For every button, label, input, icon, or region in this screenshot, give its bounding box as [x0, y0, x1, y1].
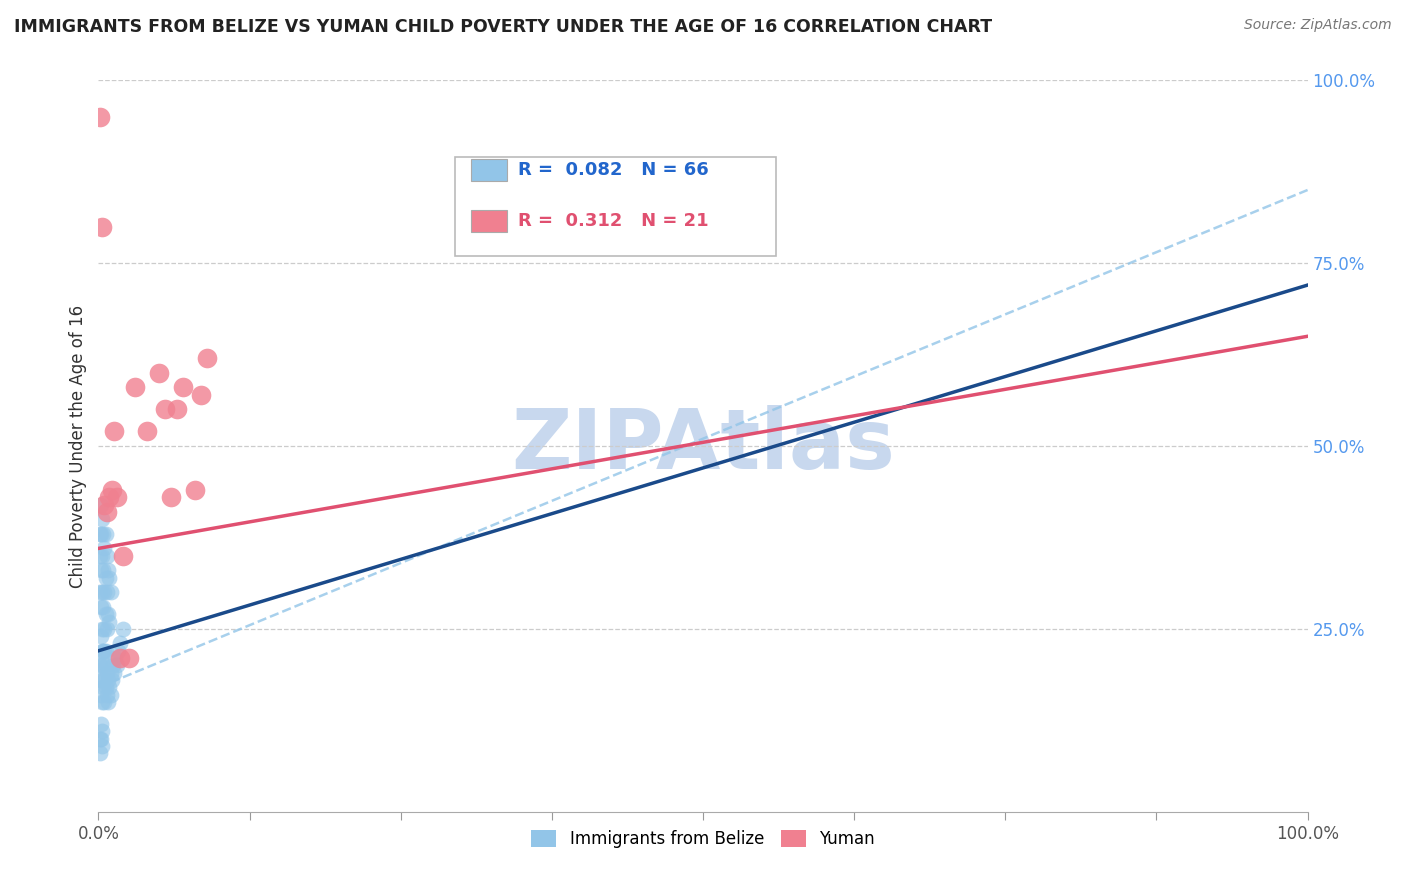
Point	[111, 549, 134, 563]
Point	[100, 673, 122, 687]
FancyBboxPatch shape	[456, 157, 776, 256]
Point	[89, 673, 111, 687]
Point	[91, 219, 114, 234]
Point	[96, 549, 118, 563]
Point	[96, 665, 118, 680]
Point	[96, 688, 118, 702]
Point	[94, 658, 117, 673]
Point	[97, 695, 120, 709]
Point	[89, 526, 111, 541]
Point	[91, 644, 114, 658]
Point	[91, 644, 114, 658]
Point	[108, 651, 131, 665]
Point	[98, 681, 121, 695]
Point	[91, 724, 114, 739]
Text: ZIPAtlas: ZIPAtlas	[510, 406, 896, 486]
Point	[124, 380, 146, 394]
Point	[93, 498, 115, 512]
Point	[90, 563, 112, 577]
Point	[89, 549, 111, 563]
Point	[91, 526, 114, 541]
Point	[93, 695, 115, 709]
Point	[89, 585, 111, 599]
Point	[90, 599, 112, 614]
Point	[94, 681, 117, 695]
Point	[90, 658, 112, 673]
Point	[93, 541, 115, 556]
Point	[160, 490, 183, 504]
Point	[172, 380, 194, 394]
Point	[89, 110, 111, 124]
Point	[184, 483, 207, 497]
Point	[91, 739, 114, 753]
Point	[98, 615, 121, 629]
Point	[89, 746, 111, 760]
Point	[91, 681, 114, 695]
Text: Source: ZipAtlas.com: Source: ZipAtlas.com	[1244, 18, 1392, 32]
Point	[90, 629, 112, 643]
Point	[91, 673, 114, 687]
Point	[93, 673, 115, 687]
Point	[93, 585, 115, 599]
Point	[94, 644, 117, 658]
Point	[103, 665, 125, 680]
Point	[91, 695, 114, 709]
Point	[91, 585, 114, 599]
FancyBboxPatch shape	[471, 211, 508, 233]
Point	[97, 563, 120, 577]
Point	[98, 571, 121, 585]
Point	[96, 622, 118, 636]
Point	[100, 688, 122, 702]
Point	[91, 658, 114, 673]
Point	[89, 731, 111, 746]
Point	[100, 665, 122, 680]
Point	[91, 599, 114, 614]
Point	[153, 402, 176, 417]
Point	[103, 425, 125, 439]
FancyBboxPatch shape	[471, 160, 508, 181]
Point	[91, 563, 114, 577]
Point	[101, 658, 124, 673]
Point	[90, 498, 112, 512]
Text: R =  0.312   N = 21: R = 0.312 N = 21	[517, 212, 709, 230]
Point	[111, 622, 134, 636]
Point	[135, 425, 157, 439]
Point	[97, 607, 120, 622]
Point	[105, 490, 128, 504]
Point	[90, 688, 112, 702]
Point	[100, 483, 122, 497]
Text: IMMIGRANTS FROM BELIZE VS YUMAN CHILD POVERTY UNDER THE AGE OF 16 CORRELATION CH: IMMIGRANTS FROM BELIZE VS YUMAN CHILD PO…	[14, 18, 993, 36]
Point	[90, 717, 112, 731]
Point	[97, 673, 120, 687]
Point	[107, 644, 129, 658]
Point	[148, 366, 170, 380]
Point	[100, 585, 122, 599]
Point	[91, 622, 114, 636]
Point	[104, 651, 127, 665]
Point	[118, 651, 141, 665]
Point	[94, 526, 117, 541]
Point	[105, 658, 128, 673]
Point	[90, 731, 112, 746]
Point	[93, 622, 115, 636]
Y-axis label: Child Poverty Under the Age of 16: Child Poverty Under the Age of 16	[69, 304, 87, 588]
Point	[96, 505, 118, 519]
Text: R =  0.082   N = 66: R = 0.082 N = 66	[517, 161, 709, 179]
Point	[90, 526, 112, 541]
Point	[108, 636, 131, 650]
Point	[195, 351, 218, 366]
Point	[94, 607, 117, 622]
Point	[94, 571, 117, 585]
Point	[91, 512, 114, 526]
Legend: Immigrants from Belize, Yuman: Immigrants from Belize, Yuman	[524, 823, 882, 855]
Point	[190, 388, 212, 402]
Point	[96, 585, 118, 599]
Point	[93, 644, 115, 658]
Point	[98, 490, 121, 504]
Point	[89, 658, 111, 673]
Point	[91, 549, 114, 563]
Point	[166, 402, 188, 417]
